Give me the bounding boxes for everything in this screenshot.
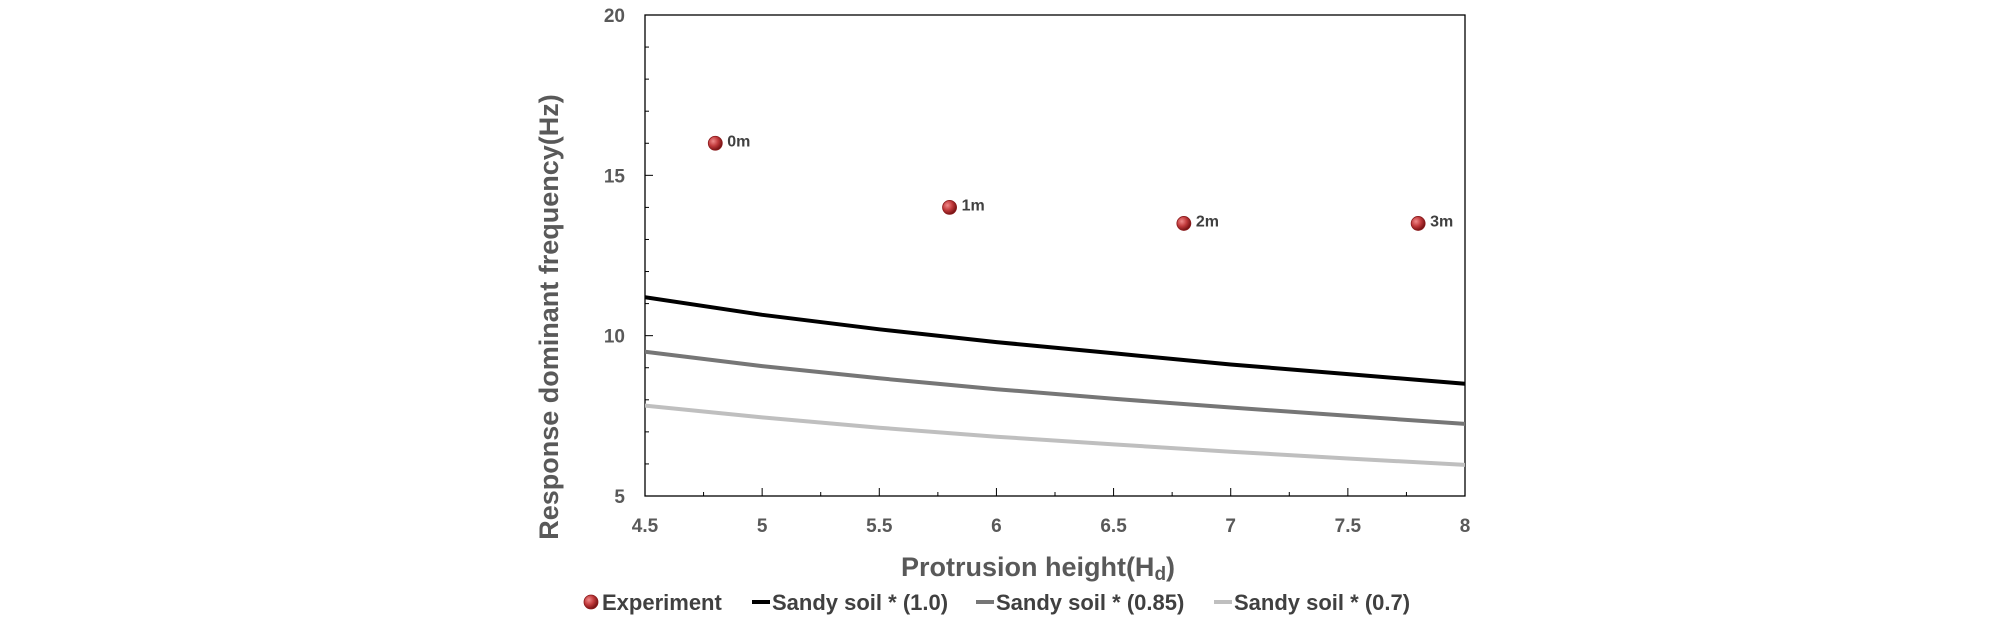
legend: Experiment Sandy soil * (1.0) Sandy soil *… (583, 590, 1410, 615)
plot-area: 4.5 5 5.5 6 6.5 7 7.5 8 5 10 15 20 0m 1m 2m 3m (604, 6, 1470, 537)
experiment-point (942, 199, 957, 215)
series-line-2 (645, 349, 1465, 426)
y-tick-label: 5 (614, 487, 625, 508)
y-axis-title: Response dominant frequency(Hz) (534, 94, 564, 540)
legend-marker-experiment (583, 594, 599, 610)
x-tick-label: 7.5 (1335, 516, 1362, 537)
x-tick-label: 5.5 (866, 516, 893, 537)
x-tick-label: 4.5 (632, 516, 659, 537)
experiment-point (707, 135, 723, 151)
x-axis-title-main: Protrusion height(H (901, 552, 1154, 582)
y-tick-label: 15 (604, 166, 626, 187)
legend-label-experiment: Experiment (602, 590, 722, 615)
series-line-3 (645, 403, 1465, 467)
experiment-point (1410, 216, 1426, 231)
experiment-point-label: 1m (962, 197, 985, 214)
experiment-point-label: 0m (727, 133, 750, 150)
x-tick-label: 8 (1460, 516, 1471, 537)
x-axis-title-close: ) (1166, 552, 1175, 582)
y-tick-label: 10 (604, 327, 625, 348)
series-lines (645, 295, 1465, 467)
experiment-point-label: 3m (1430, 213, 1453, 230)
svg-text:Protrusion height(Hd): Protrusion height(Hd) (901, 552, 1175, 585)
experiment-point-label: 2m (1196, 213, 1219, 230)
legend-label-1: Sandy soil * (1.0) (772, 590, 948, 615)
x-axis-title: Protrusion height(Hd) (901, 552, 1175, 585)
plot-frame (644, 14, 1466, 497)
x-axis-title-subscript: d (1154, 564, 1166, 585)
legend-label-3: Sandy soil * (0.7) (1234, 590, 1410, 615)
legend-label-2: Sandy soil * (0.85) (996, 590, 1184, 615)
y-tick-label: 20 (604, 6, 625, 27)
x-tick-label: 7 (1225, 516, 1236, 537)
x-tick-label: 6 (991, 516, 1002, 537)
x-tick-label: 5 (757, 516, 768, 537)
series-line-1 (645, 295, 1465, 386)
x-tick-label: 6.5 (1100, 516, 1127, 537)
experiment-point (1176, 216, 1192, 231)
